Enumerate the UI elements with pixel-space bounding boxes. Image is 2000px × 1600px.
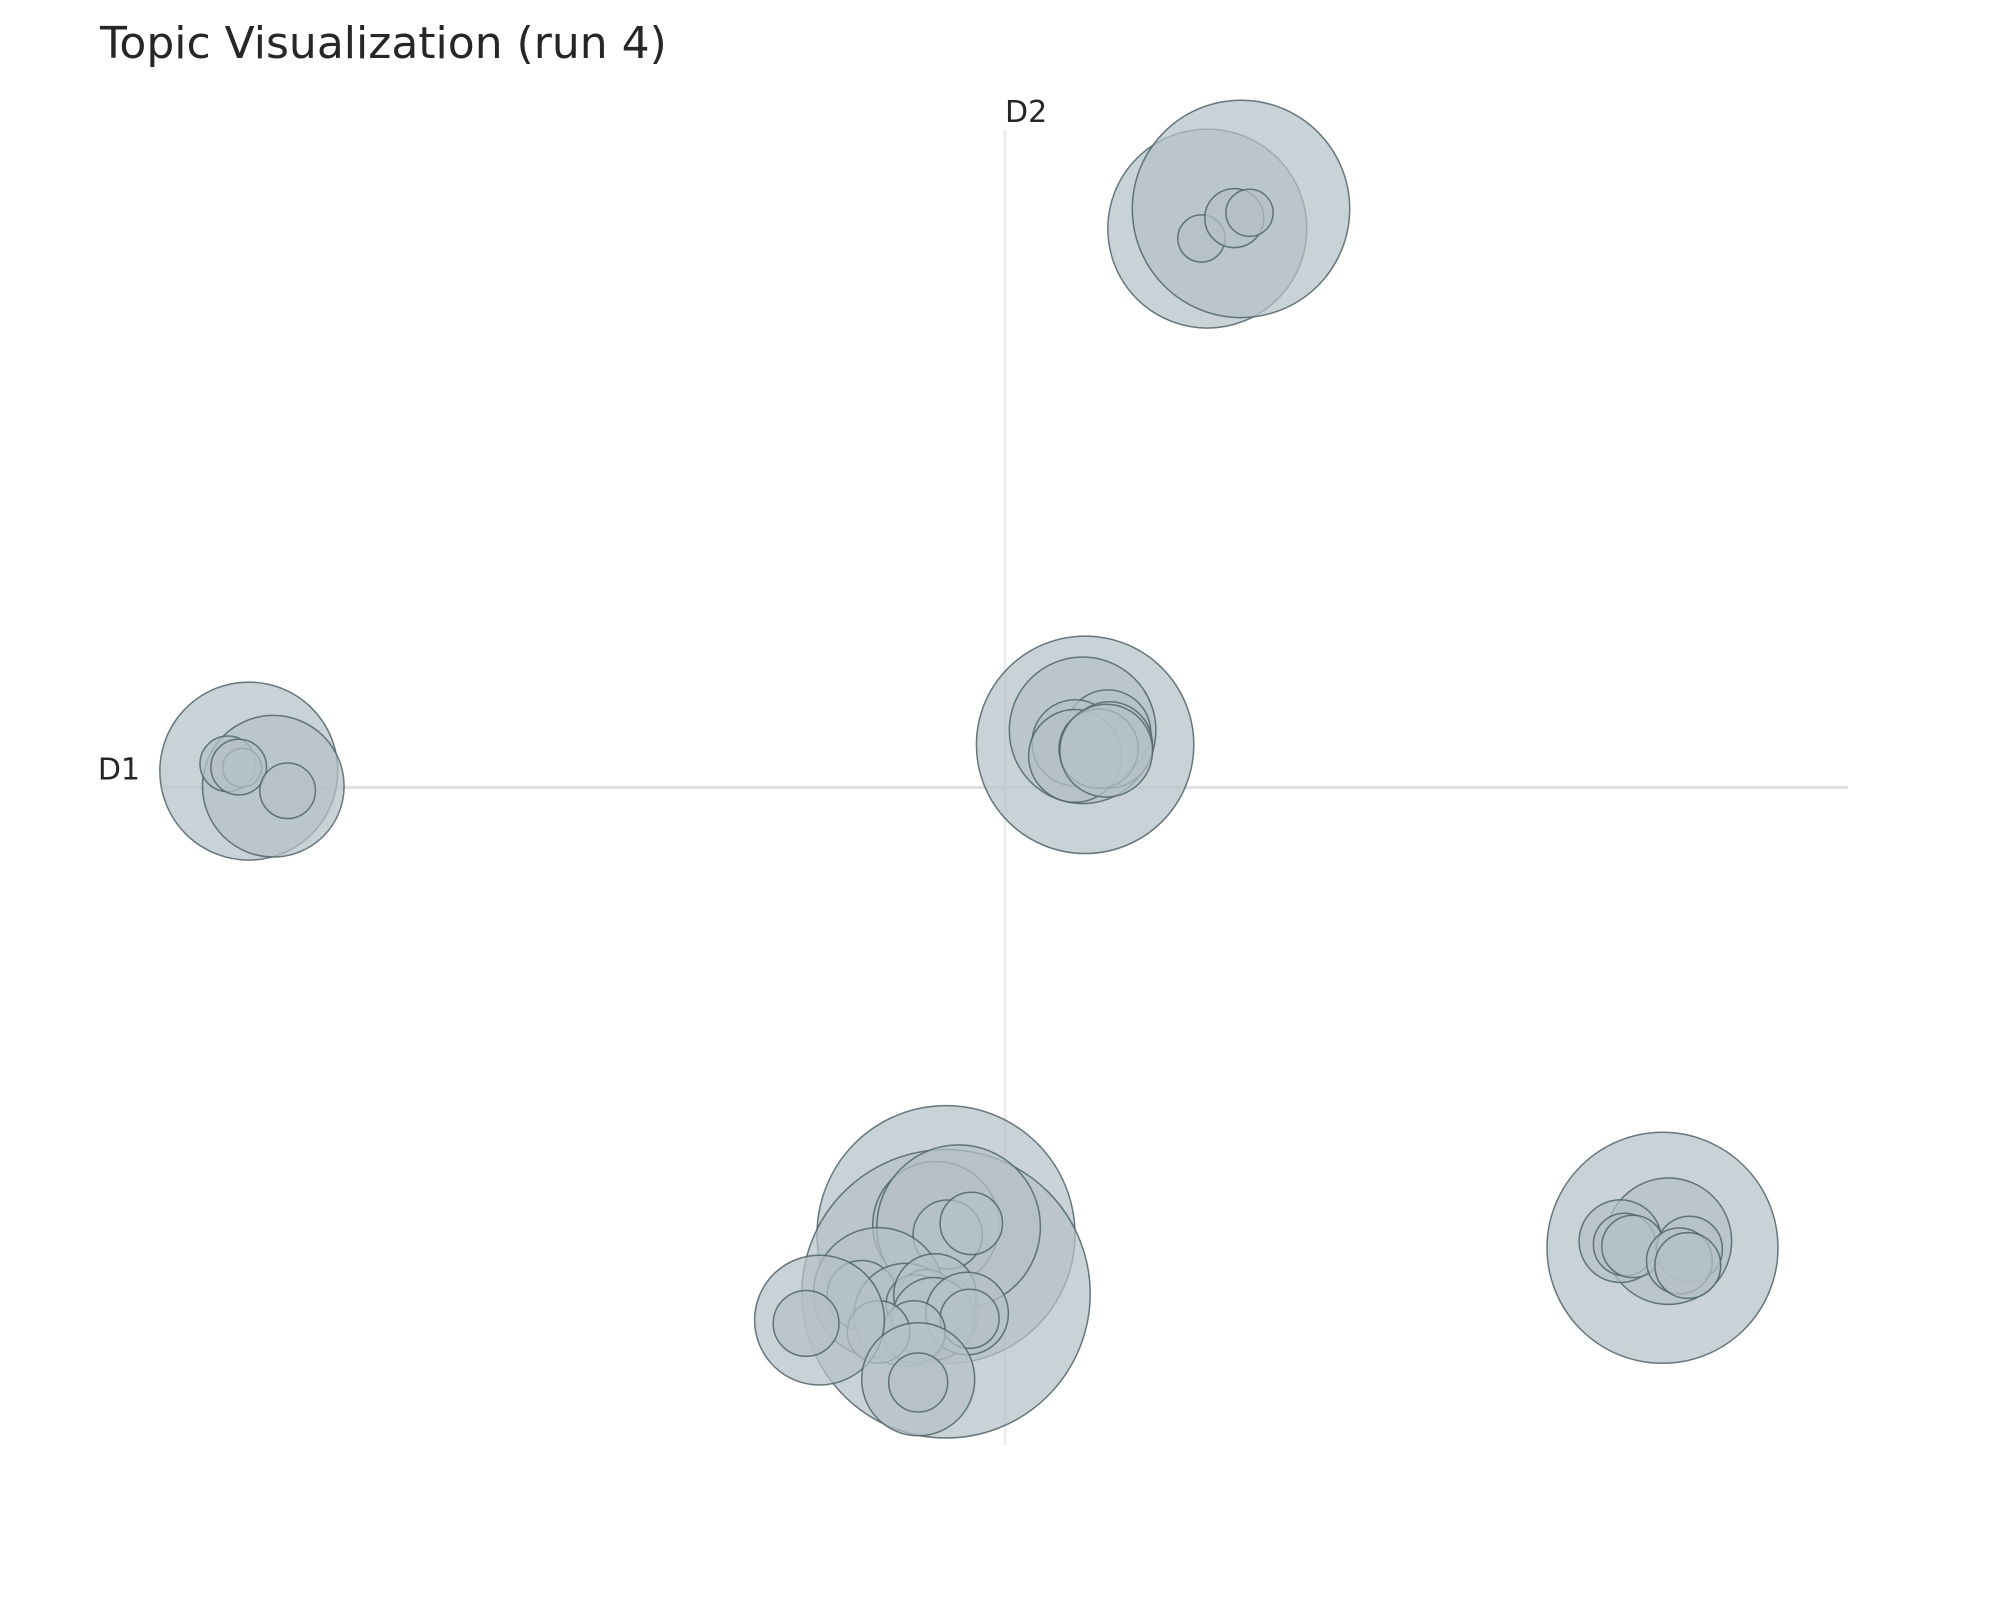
topic-bubble-41[interactable]	[887, 1352, 949, 1413]
topic-bubble-49[interactable]	[1654, 1231, 1722, 1300]
topic-bubble-11[interactable]	[259, 762, 317, 820]
chart-title: Topic Visualization (run 4)	[100, 18, 667, 69]
topic-bubble-39[interactable]	[772, 1289, 840, 1358]
bubble-layer	[159, 99, 1779, 1439]
d1-axis-label: D1	[98, 753, 140, 788]
topic-bubble-5[interactable]	[1225, 188, 1274, 238]
d2-axis-label: D2	[1005, 95, 1047, 130]
topic-bubble-19[interactable]	[1059, 703, 1154, 798]
topic-bubble-25[interactable]	[939, 1191, 1004, 1256]
topic-bubble-10[interactable]	[210, 738, 268, 796]
